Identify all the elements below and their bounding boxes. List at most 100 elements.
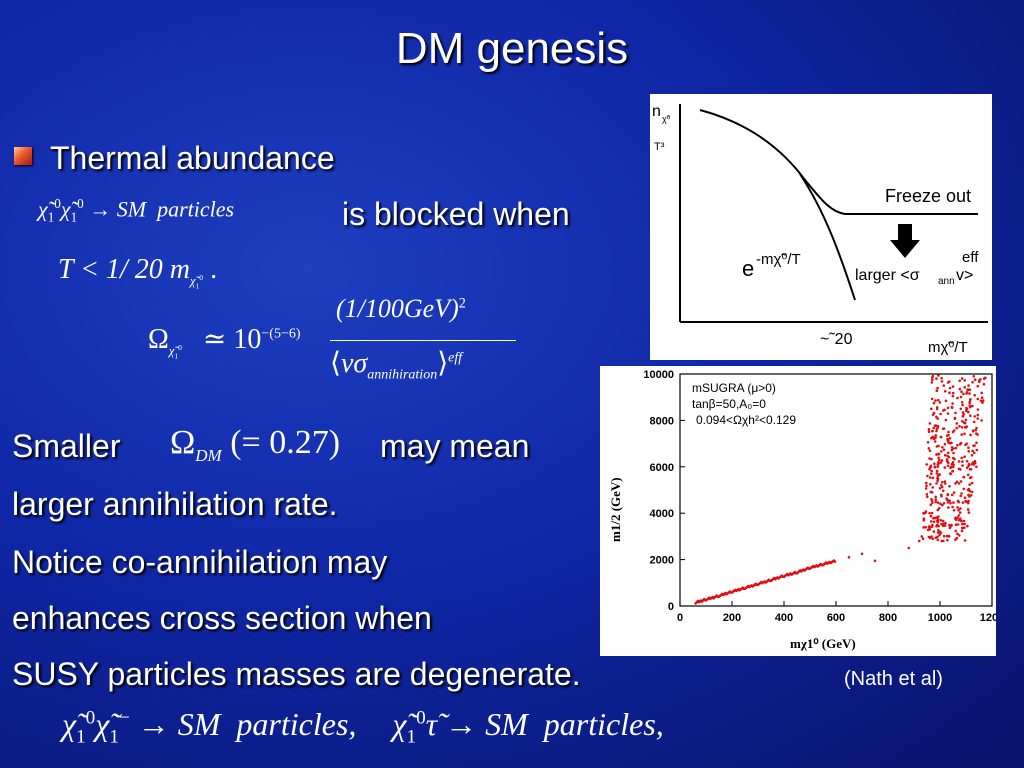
scatter-point-cluster-222: [963, 539, 967, 542]
scatter-point-cluster-394: [933, 516, 937, 520]
scatter-point-cluster-104: [952, 509, 956, 512]
scatter-point-cluster-416: [946, 538, 949, 542]
exp-superscript: -mχ̃⁰/T: [756, 251, 801, 268]
scatter-point-cluster-264: [947, 461, 950, 464]
y-tick-label-4: 8000: [650, 415, 674, 427]
scatter-point-cluster-207: [955, 536, 959, 540]
y-axis-label-den: T³: [654, 141, 665, 153]
scatter-point-cluster-anchor-12: [980, 419, 983, 422]
scatter-point-cluster-anchor-13: [982, 377, 986, 380]
omega-denominator: ⟨vσannihiration⟩eff: [330, 348, 463, 383]
scatter-point-cluster-16: [967, 511, 971, 514]
scatter-point-cluster-156: [933, 462, 936, 465]
scatter-point-cluster-210: [973, 378, 977, 381]
scatter-point-cluster-98: [935, 429, 938, 433]
exp-label: e: [742, 256, 754, 281]
scatter-point-cluster-216: [958, 511, 962, 514]
scatter-point-cluster-392: [960, 401, 964, 404]
scatter-point-cluster-140: [954, 446, 958, 450]
scatter-point-cluster-262: [956, 532, 959, 536]
larger-sigma-sub: ann: [938, 276, 955, 287]
scatter-points: [694, 374, 987, 605]
scatter-point-cluster-230: [927, 430, 931, 433]
scatter-y-ticks: 0 2000 4000 6000 8000 10000: [643, 369, 685, 613]
scatter-point-cluster-57: [922, 526, 925, 529]
scatter-point-cluster-369: [930, 535, 933, 538]
scatter-point-cluster-1: [932, 520, 936, 524]
scatter-point-cluster-157: [940, 459, 944, 462]
scatter-point-cluster-391: [949, 524, 953, 528]
scatter-point-cluster-414: [970, 463, 974, 466]
scatter-point-cluster-399: [963, 522, 966, 526]
scatter-point-cluster-304: [927, 428, 931, 431]
scatter-point-cluster-276: [979, 399, 983, 402]
particles-word: particles: [157, 196, 235, 222]
bottom-particles-2: particles,: [543, 706, 664, 742]
scatter-point-cluster-381: [961, 522, 964, 526]
scatter-point-cluster-95: [968, 392, 971, 395]
scatter-point-cluster-208: [959, 468, 962, 471]
scatter-point-cluster-350: [945, 458, 949, 461]
scatter-point-cluster-37: [980, 396, 984, 399]
scatter-point-cluster-115: [954, 529, 957, 533]
scatter-point-cluster-212: [941, 489, 945, 492]
scatter-point-cluster-298: [960, 519, 963, 523]
scatter-point-cluster-70: [961, 464, 964, 467]
freeze-out-label: Freeze out: [885, 186, 971, 206]
scatter-plot: 0 2000 4000 6000 8000 10000 0 200 400 600 800 1000…: [608, 369, 1004, 651]
scatter-point-cluster-194: [948, 437, 952, 440]
condition-expression: T < 1/ 20 m: [58, 254, 190, 285]
scatter-point-cluster-anchor-8: [938, 530, 942, 534]
omega-estimate: Ωχ̃10 ≃ 10−(5−6): [148, 324, 301, 361]
scatter-point-sparse-0: [847, 556, 851, 559]
scatter-point-cluster-317: [929, 503, 933, 507]
scatter-point-cluster-253: [938, 487, 942, 490]
x-tick-label-3: 600: [827, 612, 845, 624]
scatter-point-cluster-341: [950, 406, 954, 409]
scatter-point-cluster-103: [938, 533, 941, 537]
scatter-point-cluster-333: [943, 442, 947, 446]
citation: (Nath et al): [844, 668, 943, 690]
scatter-point-cluster-354: [940, 376, 943, 380]
scatter-point-cluster-31: [949, 466, 952, 470]
scatter-point-cluster-118: [935, 472, 939, 475]
scatter-point-cluster-78: [943, 466, 947, 469]
scatter-point-cluster-169: [981, 399, 985, 402]
scatter-point-cluster-108: [938, 401, 942, 404]
scatter-point-cluster-199: [956, 506, 959, 509]
omega-dm-value: (= 0.27): [230, 424, 341, 461]
scatter-point-cluster-252: [930, 381, 934, 384]
scatter-point-cluster-67: [930, 472, 933, 475]
scatter-point-cluster-285: [955, 480, 959, 484]
scatter-point-cluster-217: [956, 444, 959, 447]
scatter-y-label: m1/2 (GeV): [608, 477, 623, 542]
scatter-point-cluster-382: [939, 502, 942, 506]
scatter-point-cluster-280: [945, 498, 949, 501]
scatter-point-cluster-348: [939, 435, 943, 439]
scatter-point-cluster-anchor-9: [954, 516, 957, 520]
scatter-point-cluster-261: [958, 425, 961, 428]
scatter-point-cluster-242: [928, 422, 932, 425]
scatter-point-cluster-375: [936, 386, 939, 390]
scatter-point-cluster-151: [934, 498, 938, 501]
scatter-point-cluster-343: [944, 399, 948, 403]
scatter-point-cluster-144: [946, 437, 949, 441]
smaller-text: Smaller: [12, 428, 121, 464]
scatter-point-cluster-203: [940, 539, 943, 543]
scatter-point-cluster-249: [946, 406, 950, 410]
scatter-point-cluster-387: [930, 498, 933, 501]
scatter-point-cluster-224: [967, 499, 970, 503]
scatter-point-cluster-180: [932, 530, 936, 533]
scatter-point-cluster-214: [951, 394, 955, 398]
scatter-point-cluster-234: [949, 501, 952, 505]
scatter-point-cluster-309: [946, 412, 950, 415]
omega-numerator: (1/100GeV)2: [336, 294, 466, 323]
scatter-point-cluster-51: [944, 390, 947, 393]
scatter-point-cluster-32: [965, 466, 969, 469]
scatter-point-sparse-2: [873, 559, 877, 563]
scatter-point-cluster-181: [952, 456, 955, 460]
scatter-point-cluster-305: [951, 505, 954, 509]
scatter-point-cluster-318: [935, 377, 938, 380]
scatter-point-cluster-227: [934, 399, 937, 402]
scatter-point-cluster-254: [981, 401, 984, 404]
